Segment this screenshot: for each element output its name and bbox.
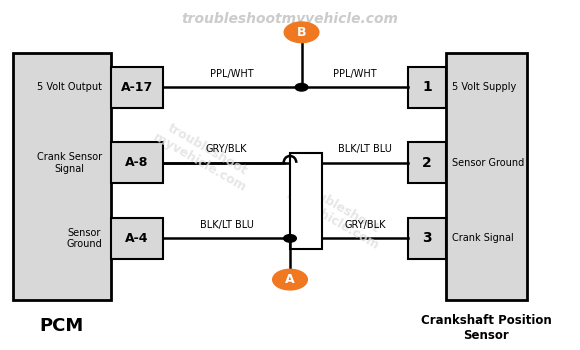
FancyBboxPatch shape xyxy=(13,53,111,300)
FancyBboxPatch shape xyxy=(446,53,527,300)
Text: 5 Volt Supply: 5 Volt Supply xyxy=(452,82,516,92)
Circle shape xyxy=(273,269,307,290)
Text: Sensor Ground: Sensor Ground xyxy=(452,158,524,168)
Text: 3: 3 xyxy=(422,231,432,245)
Text: Sensor
Ground: Sensor Ground xyxy=(67,228,103,249)
Text: A: A xyxy=(285,273,295,286)
Text: troubleshoot
myvehicle.com: troubleshoot myvehicle.com xyxy=(151,118,256,194)
Text: BLK/LT BLU: BLK/LT BLU xyxy=(200,220,253,230)
Text: PCM: PCM xyxy=(40,317,84,335)
Text: A-8: A-8 xyxy=(125,156,148,169)
FancyBboxPatch shape xyxy=(111,66,163,108)
FancyBboxPatch shape xyxy=(408,142,446,183)
Text: 2: 2 xyxy=(422,156,432,170)
Text: GRY/BLK: GRY/BLK xyxy=(206,144,247,154)
Text: 1: 1 xyxy=(422,80,432,94)
Text: BLK/LT BLU: BLK/LT BLU xyxy=(338,144,392,154)
FancyBboxPatch shape xyxy=(290,153,322,249)
Text: B: B xyxy=(297,26,306,39)
Text: troubleshootmyvehicle.com: troubleshootmyvehicle.com xyxy=(182,12,398,26)
Text: Crank Signal: Crank Signal xyxy=(452,233,513,243)
Text: troubleshoot
myvehicle.com: troubleshoot myvehicle.com xyxy=(284,176,389,253)
FancyBboxPatch shape xyxy=(111,142,163,183)
Circle shape xyxy=(284,22,319,43)
Text: Crank Sensor
Signal: Crank Sensor Signal xyxy=(37,152,103,174)
Text: A-17: A-17 xyxy=(121,81,153,94)
FancyBboxPatch shape xyxy=(111,218,163,259)
Circle shape xyxy=(284,234,296,242)
Circle shape xyxy=(295,84,308,91)
Text: 5 Volt Output: 5 Volt Output xyxy=(37,82,103,92)
Text: Crankshaft Position
Sensor: Crankshaft Position Sensor xyxy=(421,314,552,342)
Text: A-4: A-4 xyxy=(125,232,149,245)
Text: GRY/BLK: GRY/BLK xyxy=(345,220,386,230)
FancyBboxPatch shape xyxy=(408,66,446,108)
FancyBboxPatch shape xyxy=(408,218,446,259)
Text: PPL/WHT: PPL/WHT xyxy=(333,69,377,79)
Text: PPL/WHT: PPL/WHT xyxy=(211,69,254,79)
